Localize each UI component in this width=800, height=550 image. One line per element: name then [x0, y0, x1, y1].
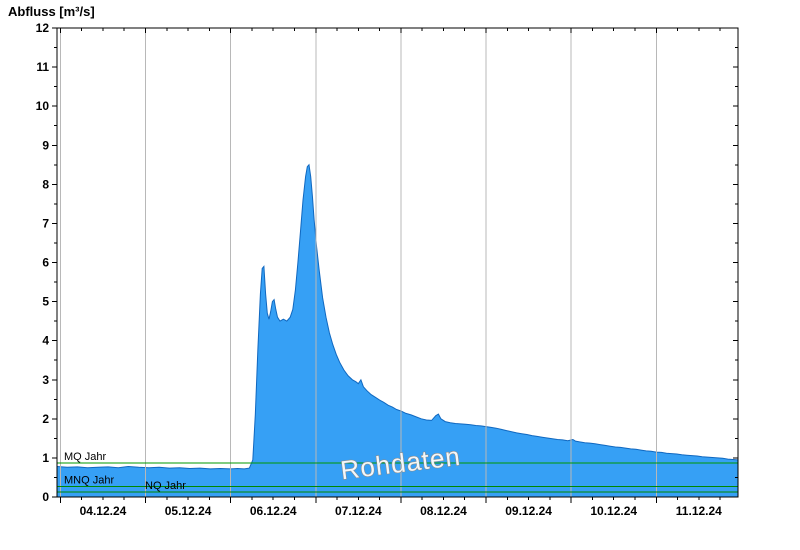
x-date-label: 05.12.24 — [165, 504, 212, 518]
y-tick-label: 11 — [36, 60, 49, 74]
ref-line-label-nq-jahr: NQ Jahr — [145, 480, 186, 492]
y-tick-label: 4 — [42, 334, 49, 348]
chart-title: Abfluss [m³/s] — [8, 4, 95, 19]
discharge-area-series — [57, 164, 738, 497]
plot-area: MQ Jahr MNQ Jahr NQ Jahr — [57, 28, 738, 497]
x-date-label: 07.12.24 — [335, 504, 382, 518]
y-tick-label: 5 — [42, 295, 49, 309]
x-date-label: 04.12.24 — [80, 504, 127, 518]
y-tick-label: 8 — [42, 177, 49, 191]
ref-line-label-mq-jahr: MQ Jahr — [64, 451, 107, 463]
y-tick-label: 7 — [42, 216, 49, 230]
y-tick-label: 0 — [42, 490, 49, 504]
axis-ticks — [52, 27, 738, 503]
ref-line-label-mnq-jahr: MNQ Jahr — [64, 474, 114, 486]
y-tick-label: 6 — [42, 256, 49, 270]
x-date-label: 06.12.24 — [250, 504, 297, 518]
y-tick-label: 2 — [42, 412, 49, 426]
y-tick-label: 1 — [42, 451, 49, 465]
x-date-label: 10.12.24 — [590, 504, 637, 518]
x-date-label: 08.12.24 — [420, 504, 467, 518]
y-tick-label: 12 — [36, 21, 50, 35]
y-tick-label: 10 — [36, 99, 50, 113]
y-tick-label: 3 — [42, 373, 49, 387]
x-date-label: 09.12.24 — [505, 504, 552, 518]
x-date-label: 11.12.24 — [676, 504, 722, 518]
y-tick-label: 9 — [42, 138, 49, 152]
discharge-line — [57, 163, 738, 470]
